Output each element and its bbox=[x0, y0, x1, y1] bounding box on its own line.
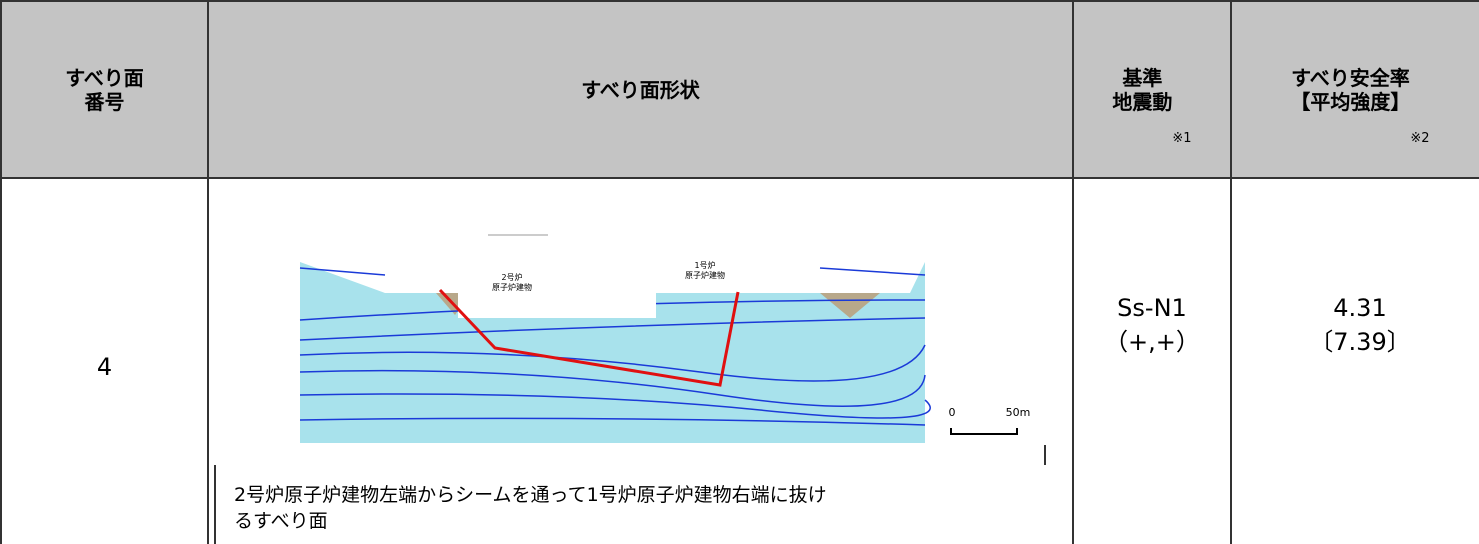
building-label: 1号炉原子炉建物 bbox=[685, 260, 725, 280]
header-text: すべり安全率 【平均強度】 bbox=[1290, 65, 1411, 114]
safety-factor: 4.31 〔7.39〕 bbox=[1309, 294, 1411, 356]
building bbox=[458, 266, 568, 318]
building bbox=[660, 258, 750, 293]
scale-bar bbox=[950, 428, 1018, 435]
body-cell: 4.31 〔7.39〕 bbox=[1230, 177, 1479, 544]
header-cell: 基準 地震動 ※1 bbox=[1072, 0, 1232, 179]
building-label: 2号炉原子炉建物 bbox=[492, 272, 532, 292]
caption: 2号炉原子炉建物左端からシームを通って1号炉原子炉建物右端に抜けるすべり面 bbox=[234, 484, 827, 532]
header-text: すべり面形状 bbox=[581, 77, 700, 102]
strata bbox=[299, 267, 931, 426]
slip-number: 4 bbox=[96, 353, 113, 381]
header-text: 基準 地震動 bbox=[1112, 65, 1173, 114]
ground-motion: Ss-N1 （+,+） bbox=[1104, 294, 1200, 356]
slip-line bbox=[438, 288, 740, 387]
header-cell: すべり安全率 【平均強度】 ※2 bbox=[1230, 0, 1479, 179]
header-cell: すべり面形状 bbox=[207, 0, 1074, 179]
fill-soil bbox=[820, 293, 880, 318]
header-text: すべり面 番号 bbox=[65, 65, 144, 114]
note-mark: ※2 bbox=[1410, 131, 1430, 146]
scale-label: 0 bbox=[949, 406, 956, 419]
note-mark: ※1 bbox=[1172, 131, 1192, 146]
scale-label: 50m bbox=[1006, 406, 1031, 419]
header-cell: すべり面 番号 bbox=[0, 0, 209, 179]
building bbox=[568, 270, 656, 318]
